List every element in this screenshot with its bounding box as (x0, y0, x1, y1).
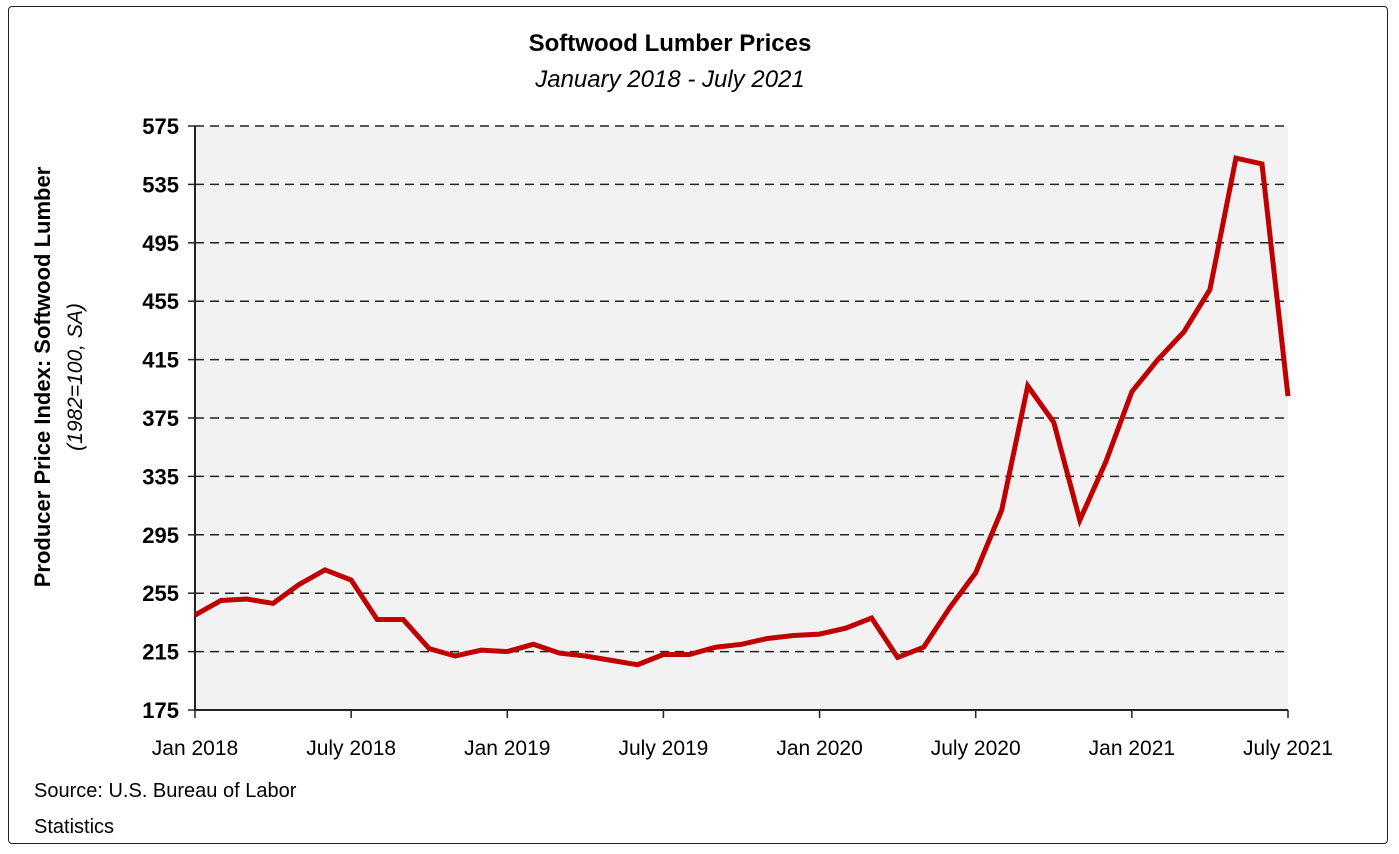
y-tick-label: 175 (142, 698, 179, 723)
x-tick-label: Jan 2018 (152, 737, 238, 760)
chart-title: Softwood Lumber Prices (528, 30, 812, 57)
y-tick-label: 295 (142, 523, 179, 548)
source-note: Source: U.S. Bureau of Labor Statistics (34, 780, 297, 838)
y-tick-label: 495 (142, 231, 179, 256)
x-tick-label: July 2021 (1243, 737, 1333, 760)
y-axis-subtitle: (1982=100, SA) (64, 303, 87, 451)
y-tick-label: 335 (142, 464, 179, 489)
y-tick-label: 215 (142, 640, 179, 665)
y-axis-title: Producer Price Index: Softwood Lumber (30, 166, 55, 587)
x-tick-label: Jan 2021 (1089, 737, 1175, 760)
y-tick-label: 535 (142, 172, 179, 197)
chart-subtitle: January 2018 - July 2021 (535, 66, 805, 93)
chart-frame (8, 6, 1388, 844)
y-tick-label: 575 (142, 114, 179, 139)
y-tick-label: 415 (142, 348, 179, 373)
x-tick-label: Jan 2020 (776, 737, 862, 760)
x-tick-label: July 2019 (618, 737, 708, 760)
y-tick-label: 255 (142, 581, 179, 606)
x-tick-label: July 2018 (306, 737, 396, 760)
y-tick-label: 375 (142, 406, 179, 431)
x-tick-label: Jan 2019 (464, 737, 550, 760)
x-tick-label: July 2020 (931, 737, 1021, 760)
y-tick-label: 455 (142, 289, 179, 314)
